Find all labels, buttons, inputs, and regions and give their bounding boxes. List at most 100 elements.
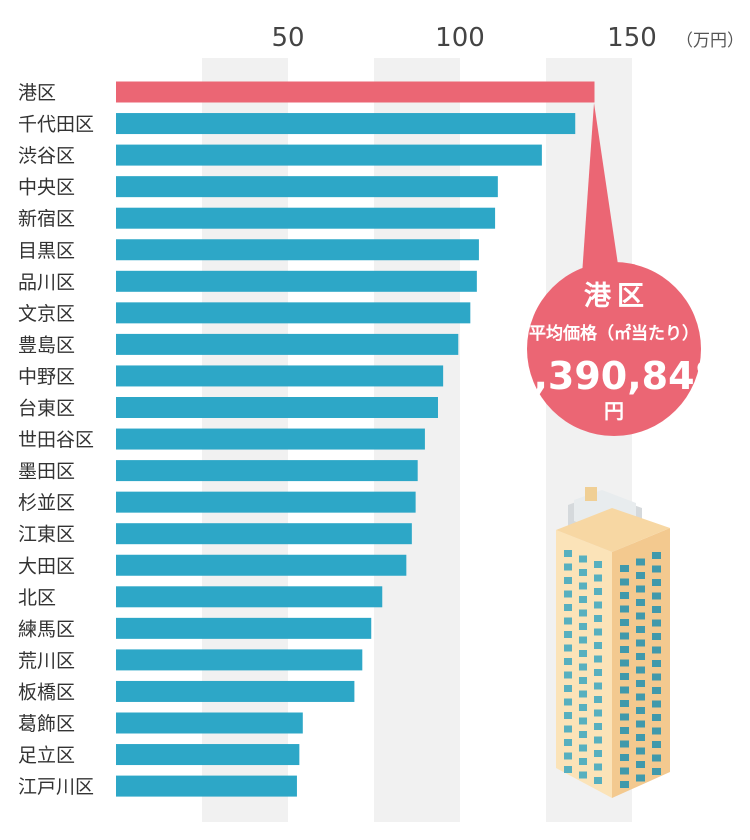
bar [116,491,416,513]
window [564,739,572,746]
window [620,578,629,586]
window [636,612,645,620]
window [620,619,629,626]
window [652,646,661,654]
window [636,774,645,782]
building-windows-left [564,550,602,784]
window [594,750,602,757]
window [594,709,602,717]
window [636,707,645,714]
category-label: 渋谷区 [18,145,75,167]
window [594,601,602,609]
window [636,626,645,633]
window [636,747,645,755]
bar [116,397,438,418]
window [594,655,602,663]
bar [116,617,372,639]
window [564,617,572,625]
window [620,659,629,667]
callout: 港区 平均価格（㎡当たり） 1,390,848 円 [507,103,721,436]
window [564,577,572,584]
category-label: 荒川区 [18,650,75,672]
window [594,763,602,771]
window [620,700,629,707]
window [579,555,587,563]
category-label: 墨田区 [18,461,75,483]
category-label: 新宿区 [18,208,75,230]
category-label: 中野区 [18,366,75,388]
window [652,552,661,559]
bar [116,712,303,734]
callout-pointer [582,103,620,278]
bar [116,333,459,355]
bar [116,460,418,482]
window [652,619,661,627]
window [620,781,629,788]
category-label: 豊島区 [18,334,75,356]
building-windows-right [620,552,661,788]
category-label: 港区 [18,82,56,104]
window [579,596,587,603]
window [594,777,602,784]
window [564,550,572,557]
window [579,650,587,657]
window [652,687,661,694]
window [636,558,645,566]
bar [116,428,425,450]
window [594,669,602,676]
window [579,609,587,617]
window [636,761,645,768]
bar [116,176,498,198]
bar [116,81,595,103]
window [579,569,587,576]
bars [116,81,595,797]
window [594,682,602,690]
window [620,632,629,640]
bar [116,554,407,576]
window [620,646,629,653]
window [636,653,645,660]
window [620,754,629,761]
window [564,752,572,760]
bar [116,365,444,387]
window [564,658,572,665]
window [636,720,645,728]
x-tick-label: 100 [435,23,485,53]
window [620,767,629,775]
window [579,744,587,752]
category-label: 江戸川区 [18,776,94,798]
window [579,623,587,630]
window [594,628,602,636]
bar [116,144,542,166]
callout-title: 港区 [584,281,650,312]
window [636,680,645,687]
category-label: 中央区 [18,177,75,199]
window [652,754,661,762]
category-labels: 港区千代田区渋谷区中央区新宿区目黒区品川区文京区豊島区中野区台東区世田谷区墨田区… [18,82,94,798]
category-label: 文京区 [18,303,75,325]
bar [116,302,471,324]
high-rise-building [556,487,670,798]
window [652,768,661,775]
window [579,663,587,671]
bar [116,113,576,135]
window [620,727,629,734]
bar [116,649,363,671]
window [652,741,661,748]
category-label: 台東区 [18,398,75,420]
window [594,642,602,649]
window [579,717,587,725]
window [564,604,572,611]
category-label: 杉並区 [18,492,75,514]
window [652,606,661,613]
category-label: 葛飾区 [18,713,75,735]
category-label: 足立区 [18,745,75,767]
window [594,615,602,622]
window [652,579,661,586]
x-axis-ticks: 50 100 150 [271,23,656,53]
window [564,590,572,598]
window [620,565,629,572]
window [564,766,572,773]
window [652,633,661,640]
